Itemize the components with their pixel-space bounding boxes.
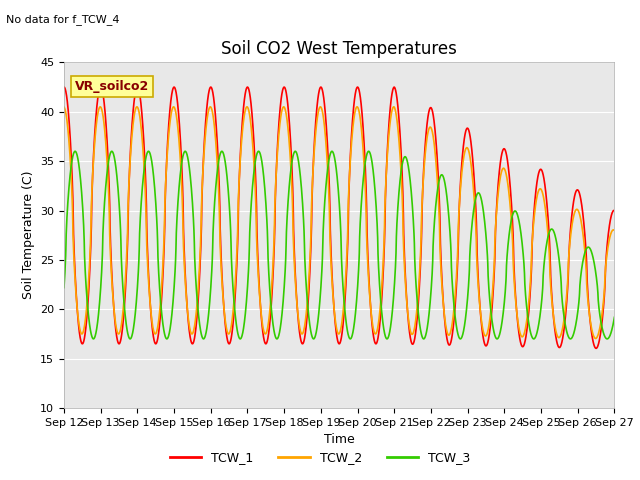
TCW_3: [541, 255, 548, 261]
TCW_2: [295, 320, 303, 325]
TCW_2: [611, 228, 618, 233]
X-axis label: Time: Time: [324, 433, 355, 446]
TCW_1: [271, 207, 279, 213]
TCW_2: [271, 196, 279, 202]
TCW_3: [156, 283, 163, 288]
TCW_1: [60, 84, 68, 90]
TCW_2: [541, 200, 548, 205]
TCW_3: [295, 161, 303, 167]
TCW_2: [156, 311, 163, 317]
TCW_1: [600, 301, 607, 307]
TCW_2: [60, 104, 68, 110]
TCW_2: [317, 104, 324, 110]
Line: TCW_3: TCW_3: [64, 151, 614, 339]
TCW_1: [295, 324, 303, 330]
TCW_1: [123, 261, 131, 266]
Text: VR_soilco2: VR_soilco2: [75, 80, 149, 93]
TCW_3: [600, 332, 608, 337]
TCW_2: [592, 336, 600, 341]
TCW_1: [592, 346, 600, 351]
TCW_3: [123, 325, 131, 331]
TCW_3: [328, 148, 336, 154]
TCW_3: [310, 336, 317, 342]
TCW_1: [611, 208, 618, 214]
Y-axis label: Soil Temperature (C): Soil Temperature (C): [22, 171, 35, 300]
Line: TCW_2: TCW_2: [64, 107, 614, 338]
Line: TCW_1: TCW_1: [64, 87, 614, 348]
TCW_3: [271, 333, 279, 338]
TCW_3: [611, 314, 618, 320]
Legend: TCW_1, TCW_2, TCW_3: TCW_1, TCW_2, TCW_3: [164, 446, 476, 469]
TCW_1: [156, 323, 163, 329]
TCW_2: [123, 250, 131, 256]
TCW_3: [60, 285, 68, 290]
Text: No data for f_TCW_4: No data for f_TCW_4: [6, 14, 120, 25]
TCW_2: [600, 293, 608, 299]
Title: Soil CO2 West Temperatures: Soil CO2 West Temperatures: [221, 40, 457, 58]
TCW_1: [540, 178, 548, 184]
